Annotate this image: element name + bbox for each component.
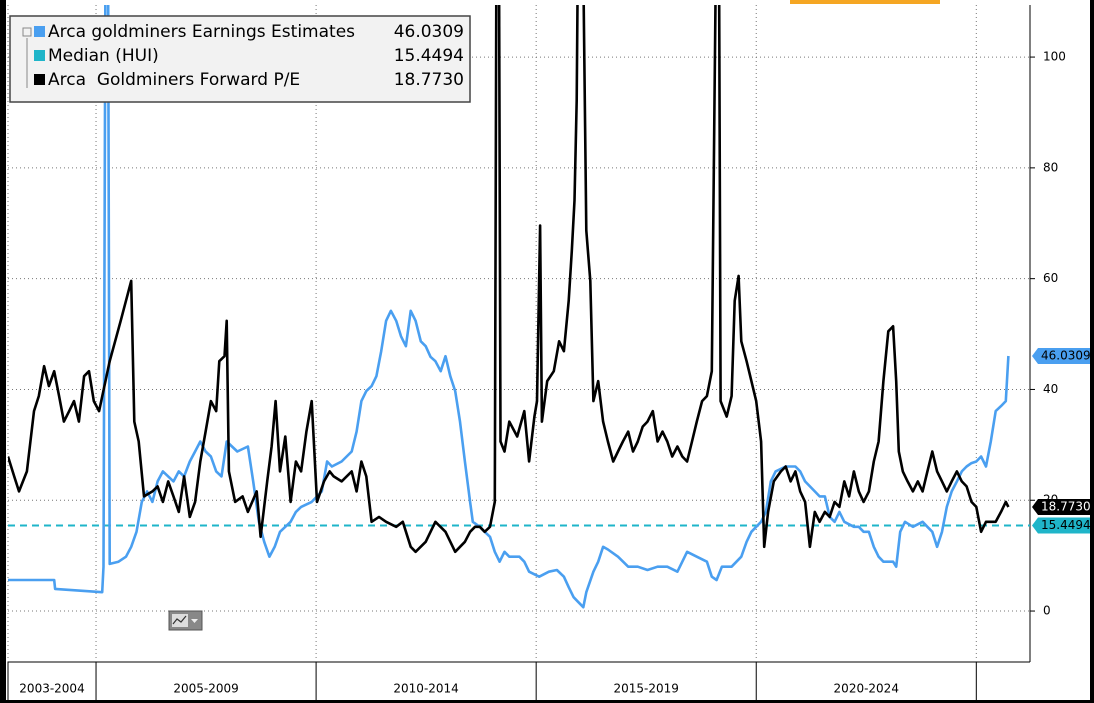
x-band-label: 2005-2009	[173, 682, 238, 696]
axes: 0204060801002003-20042005-20092010-20142…	[7, 50, 1091, 700]
legend-value: 18.7730	[394, 70, 464, 90]
y-tick-label: 60	[1043, 271, 1058, 285]
y-tick-label: 40	[1043, 382, 1058, 396]
y-tick-label: 80	[1043, 160, 1058, 174]
legend-label: Arca goldminers Earnings Estimates	[48, 22, 355, 42]
legend-swatch	[34, 50, 45, 61]
background	[6, 0, 1090, 700]
y-tick-label: 0	[1043, 604, 1051, 618]
legend-toggle	[22, 27, 32, 37]
value-tag-label: 15.4494	[1041, 518, 1091, 532]
series-line	[8, 5, 1010, 554]
grid	[7, 5, 1030, 662]
legend-swatch	[34, 74, 45, 85]
header-tab	[790, 0, 940, 4]
y-tick-label: 100	[1043, 50, 1066, 64]
plot	[8, 5, 1030, 609]
chart-button[interactable]	[168, 610, 203, 631]
legend-value: 46.0309	[394, 22, 464, 42]
legend-label: Arca Goldminers Forward P/E	[48, 70, 300, 90]
x-band-label: 2003-2004	[19, 682, 84, 696]
legend-swatch	[34, 26, 45, 37]
x-band-label: 2015-2019	[613, 682, 678, 696]
legend-label: Median (HUI)	[48, 46, 159, 66]
value-tag	[1032, 499, 1090, 516]
value-tag-label: 46.0309	[1041, 349, 1091, 363]
x-band-label: 2020-2024	[834, 682, 899, 696]
legend-value: 15.4494	[394, 46, 464, 66]
value-tag	[1032, 517, 1090, 534]
value-tag	[1032, 348, 1090, 365]
legend-box	[9, 15, 471, 103]
value-tag-label: 18.7730	[1041, 500, 1091, 514]
legend: Arca goldminers Earnings Estimates 46.030…	[9, 15, 471, 103]
series-line	[8, 5, 1010, 609]
x-band-label: 2010-2014	[393, 682, 458, 696]
